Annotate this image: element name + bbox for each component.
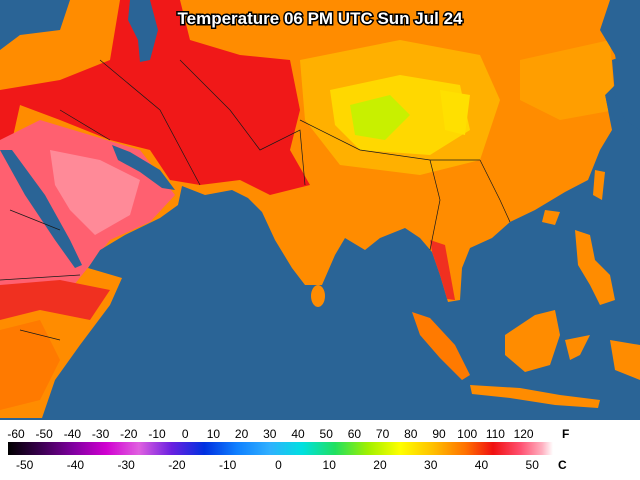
fahrenheit-label: -20 [120, 427, 138, 441]
celsius-label: -20 [168, 458, 186, 472]
fahrenheit-label: 0 [182, 427, 189, 441]
celsius-label: 20 [373, 458, 387, 472]
fahrenheit-label: 110 [486, 427, 505, 441]
fahrenheit-label: 20 [235, 427, 249, 441]
fahrenheit-label: -50 [36, 427, 54, 441]
caspian-sea [128, 0, 158, 62]
map-title: Temperature 06 PM UTC Sun Jul 24 [178, 9, 464, 28]
color-bar [8, 442, 553, 455]
sulawesi [565, 335, 590, 360]
fahrenheit-label: -10 [148, 427, 166, 441]
borders [0, 59, 511, 341]
fahrenheit-label: 30 [263, 427, 277, 441]
celsius-label: 30 [424, 458, 438, 472]
borneo [505, 310, 560, 372]
new-guinea [610, 340, 640, 380]
philippines [575, 230, 615, 305]
fahrenheit-label: -40 [64, 427, 82, 441]
fahrenheit-label: 80 [404, 427, 418, 441]
temperature-zones [0, 0, 615, 410]
celsius-label: -40 [67, 458, 85, 472]
fahrenheit-label: 10 [207, 427, 221, 441]
fahrenheit-label: 100 [457, 427, 477, 441]
celsius-label: 40 [475, 458, 489, 472]
map [0, 0, 640, 420]
fahrenheit-unit: F [562, 427, 569, 441]
fahrenheit-label: -60 [7, 427, 25, 441]
red-sea [0, 150, 82, 268]
fahrenheit-label: 90 [432, 427, 446, 441]
sea-of-japan [612, 50, 640, 130]
color-scale: F C -60 -50 -40 -30 -20 -10 0 10 20 30 40 50 60 70 80 9… [7, 427, 569, 472]
hainan [542, 210, 560, 225]
fahrenheit-label: -30 [92, 427, 110, 441]
celsius-label: -50 [16, 458, 34, 472]
black-sea [0, 0, 70, 50]
sumatra [412, 312, 470, 380]
fahrenheit-label: 50 [320, 427, 334, 441]
fahrenheit-label: 60 [348, 427, 362, 441]
celsius-label: 10 [323, 458, 337, 472]
celsius-label: -10 [219, 458, 237, 472]
celsius-label: -30 [117, 458, 135, 472]
persian-gulf [112, 145, 175, 190]
fahrenheit-label: 40 [291, 427, 305, 441]
java [470, 385, 600, 408]
celsius-unit: C [558, 458, 567, 472]
fahrenheit-label: 70 [376, 427, 390, 441]
taiwan [593, 170, 605, 200]
fahrenheit-label: 120 [514, 427, 534, 441]
celsius-label: 0 [275, 458, 282, 472]
celsius-label: 50 [526, 458, 540, 472]
sri-lanka [311, 285, 325, 307]
